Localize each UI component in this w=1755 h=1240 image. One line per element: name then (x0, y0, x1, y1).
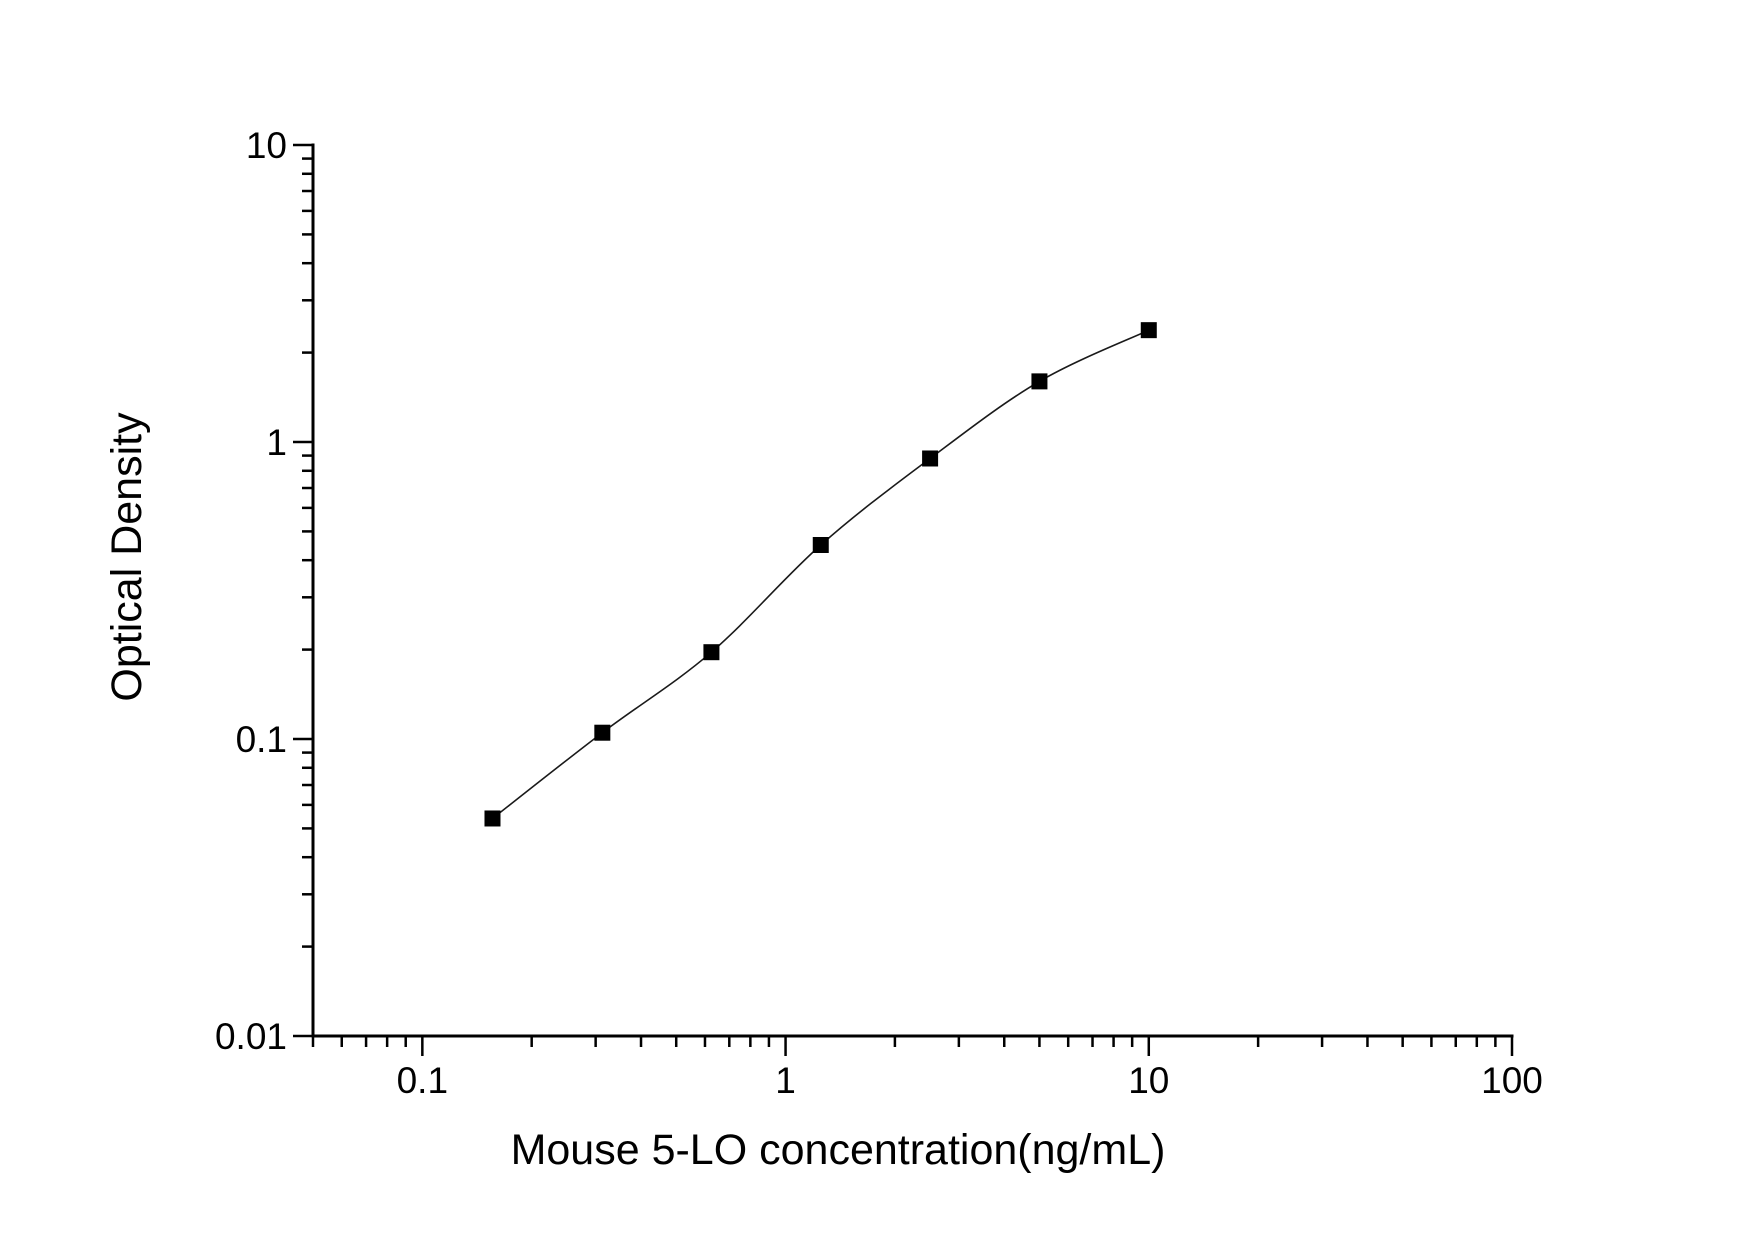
x-axis-title: Mouse 5-LO concentration(ng/mL) (511, 1126, 1166, 1174)
x-tick-label: 1 (775, 1060, 796, 1101)
data-point-marker (594, 724, 611, 741)
data-point-marker (484, 810, 501, 827)
y-tick-label: 1 (266, 422, 287, 463)
tick-labels-layer: 0.1 1 10 100 0.01 0.1 1 10 (215, 125, 1543, 1101)
y-axis-title: Optical Density (103, 412, 151, 702)
axes-layer (311, 143, 1514, 1038)
y-tick-label: 0.01 (215, 1016, 287, 1057)
data-point-marker (703, 644, 720, 661)
x-tick-label: 100 (1481, 1060, 1543, 1101)
y-tick-label: 0.1 (236, 719, 287, 760)
y-tick-label: 10 (246, 125, 287, 166)
data-point-marker (812, 536, 829, 553)
data-point-marker (922, 450, 939, 467)
x-tick-label: 10 (1128, 1060, 1169, 1101)
standard-curve-line (492, 329, 1150, 820)
data-point-marker (1031, 373, 1048, 390)
series-layer (484, 322, 1157, 827)
ticks-layer (293, 143, 1514, 1056)
data-point-marker (1140, 322, 1157, 339)
x-tick-label: 0.1 (397, 1060, 448, 1101)
